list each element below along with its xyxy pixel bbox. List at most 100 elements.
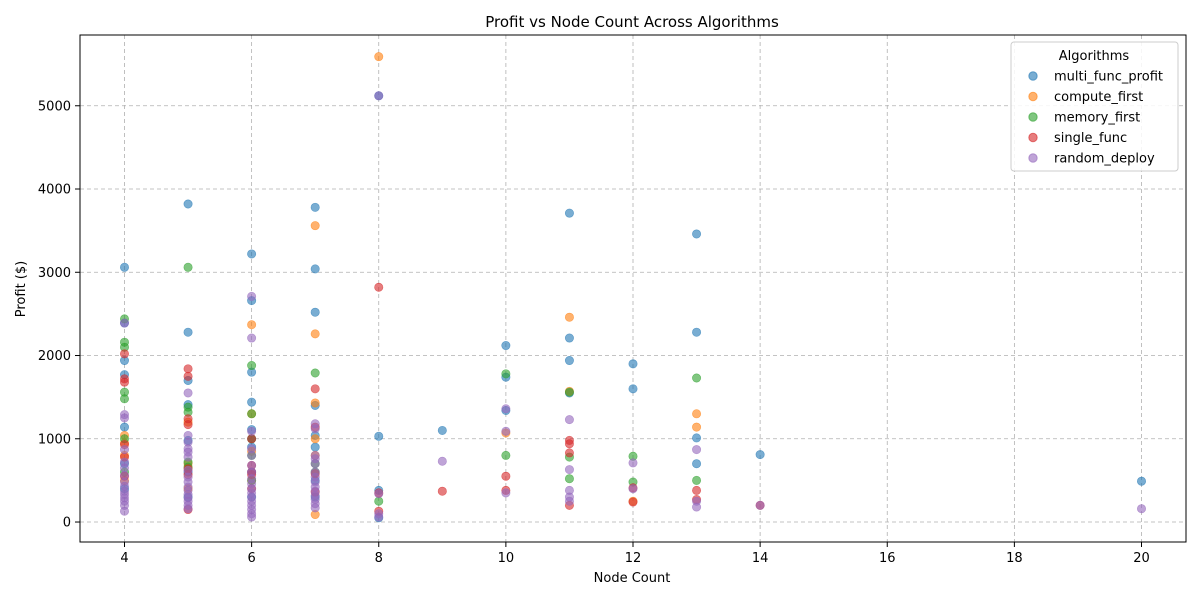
data-point-random_deploy — [310, 424, 320, 434]
x-tick-label: 4 — [120, 551, 128, 566]
legend-title: Algorithms — [1059, 49, 1130, 64]
data-point-single_func — [119, 349, 129, 359]
y-tick-label: 1000 — [38, 432, 71, 447]
y-tick-label: 2000 — [38, 349, 71, 364]
data-point-random_deploy — [628, 458, 638, 468]
data-point-compute_first — [374, 52, 384, 62]
data-point-memory_first — [247, 409, 257, 419]
data-point-multi_func_profit — [1137, 476, 1147, 486]
data-point-random_deploy — [183, 504, 193, 514]
legend-marker-compute_first — [1028, 91, 1038, 102]
data-point-multi_func_profit — [564, 333, 574, 343]
legend-marker-multi_func_profit — [1028, 71, 1038, 81]
data-point-single_func — [692, 485, 702, 495]
data-point-multi_func_profit — [374, 431, 384, 441]
data-point-single_func — [247, 434, 257, 444]
data-point-random_deploy — [692, 445, 702, 455]
data-point-random_deploy — [374, 91, 384, 101]
data-point-random_deploy — [628, 484, 638, 494]
data-point-random_deploy — [692, 502, 702, 512]
legend-label-memory_first: memory_first — [1054, 111, 1140, 126]
y-tick-label: 0 — [63, 516, 71, 531]
y-tick-label: 4000 — [38, 183, 71, 198]
data-point-multi_func_profit — [247, 397, 257, 407]
data-point-memory_first — [247, 361, 257, 371]
data-point-compute_first — [692, 409, 702, 419]
data-point-multi_func_profit — [628, 384, 638, 394]
x-tick-label: 20 — [1133, 551, 1150, 566]
x-tick-label: 18 — [1006, 551, 1023, 566]
x-tick-label: 14 — [752, 551, 769, 566]
data-point-random_deploy — [119, 318, 129, 328]
data-point-multi_func_profit — [310, 442, 320, 452]
legend: Algorithms multi_func_profit compute_firs… — [1010, 41, 1179, 172]
data-point-random_deploy — [501, 404, 511, 414]
data-point-single_func — [183, 371, 193, 381]
data-point-multi_func_profit — [183, 327, 193, 337]
y-tick-label: 3000 — [38, 266, 71, 281]
data-point-random_deploy — [374, 489, 384, 499]
x-tick-label: 8 — [375, 551, 383, 566]
data-point-multi_func_profit — [310, 307, 320, 317]
data-point-random_deploy — [755, 500, 765, 510]
data-point-random_deploy — [310, 503, 320, 513]
chart-title: Profit vs Node Count Across Algorithms — [485, 13, 779, 31]
x-tick-label: 6 — [247, 551, 255, 566]
legend-marker-random_deploy — [1028, 153, 1038, 163]
data-point-random_deploy — [247, 291, 257, 301]
data-point-random_deploy — [437, 456, 447, 466]
data-point-random_deploy — [1137, 504, 1147, 514]
data-point-multi_func_profit — [692, 433, 702, 443]
data-point-random_deploy — [310, 459, 320, 469]
data-point-memory_first — [692, 475, 702, 485]
data-point-random_deploy — [247, 512, 257, 522]
legend-label-random_deploy: random_deploy — [1054, 152, 1155, 167]
data-point-random_deploy — [501, 488, 511, 498]
data-point-random_deploy — [183, 452, 193, 462]
data-point-multi_func_profit — [437, 425, 447, 435]
legend-marker-memory_first — [1028, 112, 1038, 122]
data-point-random_deploy — [119, 506, 129, 516]
data-point-memory_first — [501, 450, 511, 460]
data-point-random_deploy — [501, 426, 511, 436]
data-point-random_deploy — [247, 426, 257, 436]
x-axis-label: Node Count — [594, 571, 671, 586]
data-point-single_func — [437, 486, 447, 496]
y-axis-ticks: 0 1000 2000 3000 4000 5000 — [38, 99, 80, 531]
data-point-multi_func_profit — [692, 327, 702, 337]
data-point-memory_first — [183, 262, 193, 272]
data-point-memory_first — [564, 387, 574, 397]
data-point-memory_first — [374, 496, 384, 506]
data-point-multi_func_profit — [692, 229, 702, 239]
data-point-single_func — [564, 448, 574, 458]
data-point-random_deploy — [119, 445, 129, 455]
legend-marker-single_func — [1028, 132, 1038, 143]
data-point-multi_func_profit — [247, 249, 257, 259]
data-point-random_deploy — [247, 450, 257, 460]
x-tick-label: 10 — [498, 551, 515, 566]
data-point-single_func — [628, 497, 638, 507]
data-point-single_func — [183, 364, 193, 374]
data-point-compute_first — [692, 422, 702, 432]
data-point-multi_func_profit — [628, 359, 638, 369]
legend-label-multi_func_profit: multi_func_profit — [1054, 70, 1163, 85]
y-tick-label: 5000 — [38, 99, 71, 114]
data-point-single_func — [501, 471, 511, 481]
data-point-multi_func_profit — [310, 202, 320, 212]
legend-items: multi_func_profit compute_first memory_fir… — [1028, 70, 1163, 167]
data-point-random_deploy — [119, 463, 129, 473]
x-tick-label: 12 — [625, 551, 642, 566]
data-point-memory_first — [564, 474, 574, 484]
legend-label-compute_first: compute_first — [1054, 90, 1143, 105]
legend-label-single_func: single_func — [1054, 131, 1127, 146]
data-point-multi_func_profit — [755, 450, 765, 460]
data-point-multi_func_profit — [692, 459, 702, 469]
data-point-random_deploy — [564, 415, 574, 425]
data-point-single_func — [310, 384, 320, 394]
data-point-random_deploy — [564, 465, 574, 475]
data-point-multi_func_profit — [119, 262, 129, 272]
data-point-memory_first — [310, 368, 320, 378]
data-point-multi_func_profit — [564, 356, 574, 366]
data-point-compute_first — [310, 329, 320, 339]
